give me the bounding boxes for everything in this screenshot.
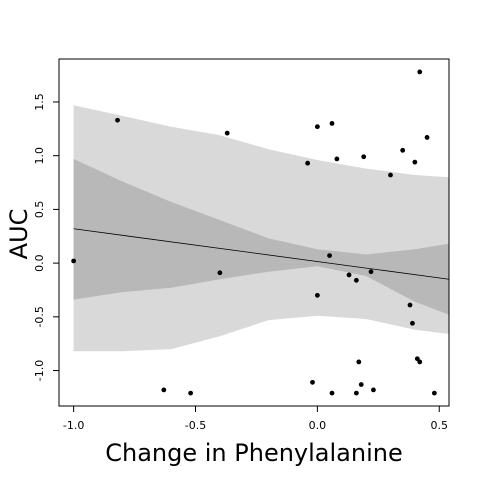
x-tick-label: 0.5 (431, 419, 449, 432)
data-point (410, 320, 415, 326)
data-point (412, 159, 418, 165)
regression-layer (73, 228, 450, 280)
data-point (224, 130, 230, 136)
data-point (188, 390, 194, 396)
y-tick-label: -1.0 (33, 360, 46, 381)
data-point (356, 359, 362, 365)
x-tick-label: 0.0 (309, 419, 327, 432)
data-point (310, 379, 315, 385)
y-tick-label: 1.5 (33, 93, 46, 111)
data-point (371, 387, 376, 393)
plot-frame (58, 58, 450, 407)
data-point (424, 135, 430, 140)
data-point (388, 172, 393, 178)
data-point (217, 270, 223, 276)
data-point (334, 156, 340, 162)
data-point (329, 390, 335, 396)
y-axis: -1.0 -0.5 0.0 0.5 1.0 1.5 (33, 93, 59, 381)
data-point (115, 117, 120, 123)
inner-confidence-band (73, 158, 449, 315)
data-point (161, 387, 167, 393)
data-point (431, 390, 437, 396)
confidence-bands (73, 105, 449, 352)
x-axis-title: Change in Phenylalanine (105, 439, 403, 467)
data-points (71, 69, 437, 396)
data-point (358, 382, 364, 387)
data-point (353, 390, 359, 396)
y-tick-label: 0.0 (33, 254, 46, 272)
data-point (346, 272, 352, 278)
y-axis-title: AUC (5, 209, 33, 260)
data-point (400, 147, 406, 153)
y-tick-label: -0.5 (33, 306, 46, 327)
data-point (417, 69, 423, 75)
data-point (353, 277, 359, 283)
data-point (314, 292, 320, 298)
y-tick-label: 1.0 (33, 147, 46, 165)
regression-line (73, 228, 450, 280)
x-tick-label: -0.5 (185, 419, 206, 432)
outer-confidence-band (73, 105, 449, 352)
x-tick-label: -1.0 (63, 419, 84, 432)
data-point (329, 121, 335, 126)
data-point (327, 253, 332, 258)
data-point (368, 269, 374, 275)
x-axis: -1.0 -0.5 0.0 0.5 (63, 406, 448, 432)
data-point (361, 154, 367, 160)
data-point (407, 302, 413, 308)
data-point (417, 359, 423, 365)
data-point (305, 160, 311, 166)
data-point (314, 124, 320, 130)
data-point (71, 258, 77, 264)
y-tick-label: 0.5 (33, 201, 46, 219)
